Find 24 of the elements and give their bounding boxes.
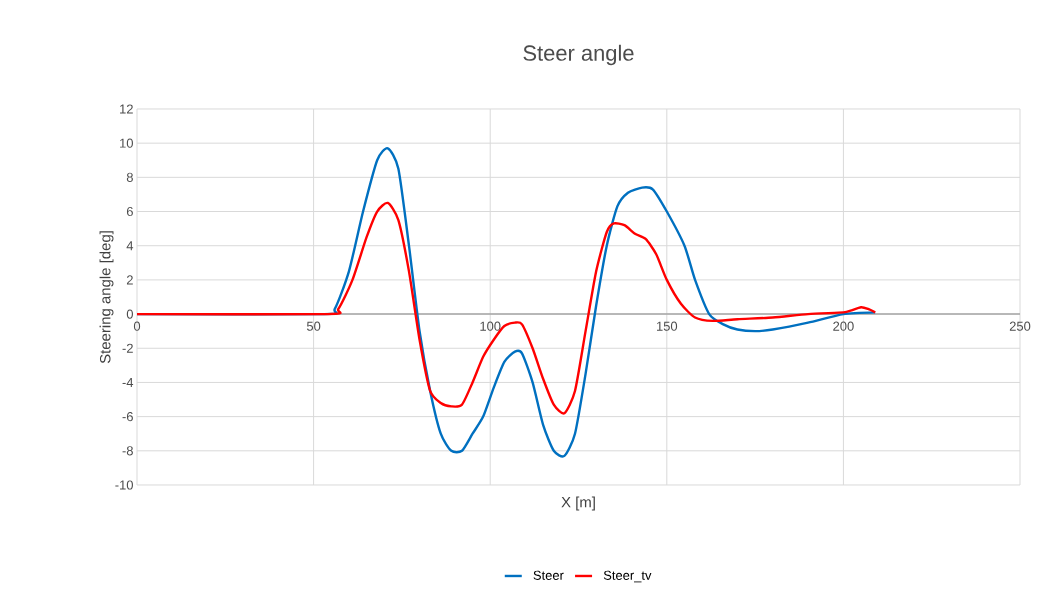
x-tick-label: 200 bbox=[833, 321, 854, 331]
x-axis-title: X [m] bbox=[561, 496, 595, 511]
chart-title: Steer angle bbox=[523, 44, 634, 66]
y-tick-label: 6 bbox=[126, 206, 133, 217]
y-tick-label: 4 bbox=[126, 241, 134, 251]
y-tick-label: 2 bbox=[126, 275, 133, 285]
legend-label: Steer_tv bbox=[603, 570, 652, 583]
y-tick-label: -8 bbox=[122, 446, 133, 456]
legend-label: Steer bbox=[533, 570, 564, 580]
line-series bbox=[135, 201, 877, 415]
y-tick-label: -10 bbox=[115, 480, 133, 490]
x-tick-label: 150 bbox=[656, 321, 678, 331]
y-tick-label: -4 bbox=[122, 377, 134, 387]
x-tick-label: 100 bbox=[480, 321, 501, 331]
x-tick-label: 250 bbox=[1009, 321, 1031, 331]
y-axis-title: Steering angle [deg] bbox=[99, 231, 114, 364]
y-tick-label: 12 bbox=[120, 104, 133, 114]
y-tick-label: 10 bbox=[120, 138, 133, 148]
x-tick-label: 50 bbox=[306, 321, 321, 331]
y-tick-label: 0 bbox=[126, 309, 133, 319]
y-tick-label: 8 bbox=[126, 172, 133, 182]
x-tick-label: 0 bbox=[133, 321, 141, 331]
y-tick-label: -6 bbox=[122, 412, 133, 422]
y-tick-label: -2 bbox=[122, 343, 133, 353]
